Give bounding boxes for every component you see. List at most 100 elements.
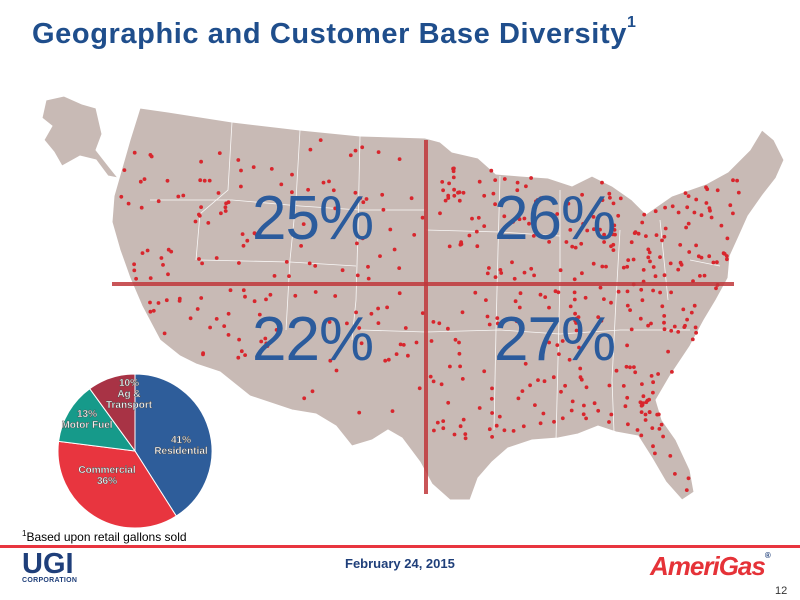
location-dot: [360, 236, 365, 241]
location-dot: [609, 244, 613, 249]
location-dot: [482, 224, 487, 229]
location-dot: [388, 227, 393, 232]
location-dot: [493, 178, 498, 183]
location-dot: [394, 352, 399, 356]
location-dot: [699, 255, 704, 260]
location-dot: [409, 196, 414, 201]
location-dot: [558, 268, 563, 273]
pie-slice-motor-fuel: [58, 388, 137, 452]
location-dot: [482, 193, 487, 198]
location-dot: [467, 233, 472, 238]
location-dot: [536, 378, 540, 382]
location-dot: [493, 202, 497, 207]
location-dot: [632, 231, 637, 236]
location-dot: [686, 476, 691, 481]
location-dot: [628, 308, 632, 312]
location-dot: [598, 227, 602, 232]
footnote-marker: 1: [22, 529, 27, 538]
location-dot: [446, 193, 451, 198]
location-dot: [456, 190, 460, 195]
location-dot: [625, 395, 630, 400]
state-border-line: [195, 121, 233, 261]
location-dot: [642, 212, 647, 217]
location-dot: [403, 326, 408, 330]
location-dot: [647, 250, 652, 255]
location-dot: [640, 220, 645, 225]
location-dot: [535, 198, 540, 202]
location-dot: [648, 259, 652, 264]
location-dot: [162, 331, 167, 336]
location-dot: [376, 306, 380, 311]
location-dot: [621, 265, 626, 270]
location-dot: [457, 351, 462, 356]
location-dot: [166, 272, 170, 277]
location-dot: [206, 221, 211, 225]
location-dot: [487, 322, 492, 327]
location-dot: [579, 241, 584, 246]
state-border-line: [659, 219, 669, 301]
location-dot: [609, 300, 613, 305]
location-dot: [348, 153, 353, 158]
location-dot: [625, 264, 630, 269]
location-dot: [625, 289, 630, 294]
location-dot: [629, 240, 634, 245]
location-dot: [299, 244, 303, 248]
location-dot: [533, 403, 537, 407]
location-dot: [555, 343, 560, 347]
pie-label-percent: 10%: [119, 378, 139, 389]
location-dot: [148, 300, 152, 305]
pie-label-name: Motor Fuel: [61, 420, 112, 431]
location-dot: [686, 194, 691, 199]
location-dot: [531, 234, 536, 238]
location-dot: [662, 314, 667, 318]
location-dot: [523, 361, 528, 366]
location-dot: [514, 319, 519, 324]
location-dot: [592, 401, 597, 406]
location-dot: [453, 337, 458, 342]
location-dot: [447, 244, 452, 249]
location-dot: [369, 311, 374, 316]
location-dot: [142, 177, 147, 182]
location-dot: [682, 325, 687, 329]
location-dot: [669, 290, 673, 295]
state-border-line: [285, 129, 301, 331]
location-dot: [694, 330, 698, 335]
location-dot: [447, 181, 451, 186]
location-dot: [639, 433, 644, 438]
location-dot: [658, 255, 662, 259]
location-dot: [668, 454, 673, 458]
location-dot: [640, 382, 644, 386]
location-dot: [126, 201, 131, 206]
location-dot: [259, 339, 264, 344]
location-dot: [678, 260, 683, 265]
location-dot: [441, 426, 446, 431]
location-dot: [524, 184, 528, 189]
location-dot: [602, 240, 606, 244]
location-dot: [600, 264, 605, 269]
presentation-date: February 24, 2015: [345, 556, 455, 571]
location-dot: [511, 429, 516, 433]
location-dot: [625, 343, 629, 348]
location-dot: [578, 366, 583, 371]
location-dot: [566, 201, 571, 206]
location-dot: [195, 307, 200, 311]
location-dot: [728, 203, 733, 208]
location-dot: [553, 289, 558, 294]
location-dot: [522, 216, 527, 221]
location-dot: [662, 234, 667, 239]
location-dot: [392, 247, 397, 252]
location-dot: [216, 191, 221, 195]
location-dot: [428, 374, 433, 379]
location-dot: [412, 233, 417, 237]
location-dot: [132, 268, 137, 273]
location-dot: [240, 232, 245, 237]
location-dot: [241, 243, 246, 248]
location-dot: [654, 233, 659, 238]
location-dot: [662, 327, 667, 332]
location-dot: [166, 247, 171, 252]
location-dot: [683, 191, 688, 196]
location-dot: [694, 197, 699, 202]
location-dot: [222, 324, 227, 328]
location-dot: [698, 274, 702, 278]
location-dot: [457, 198, 462, 203]
